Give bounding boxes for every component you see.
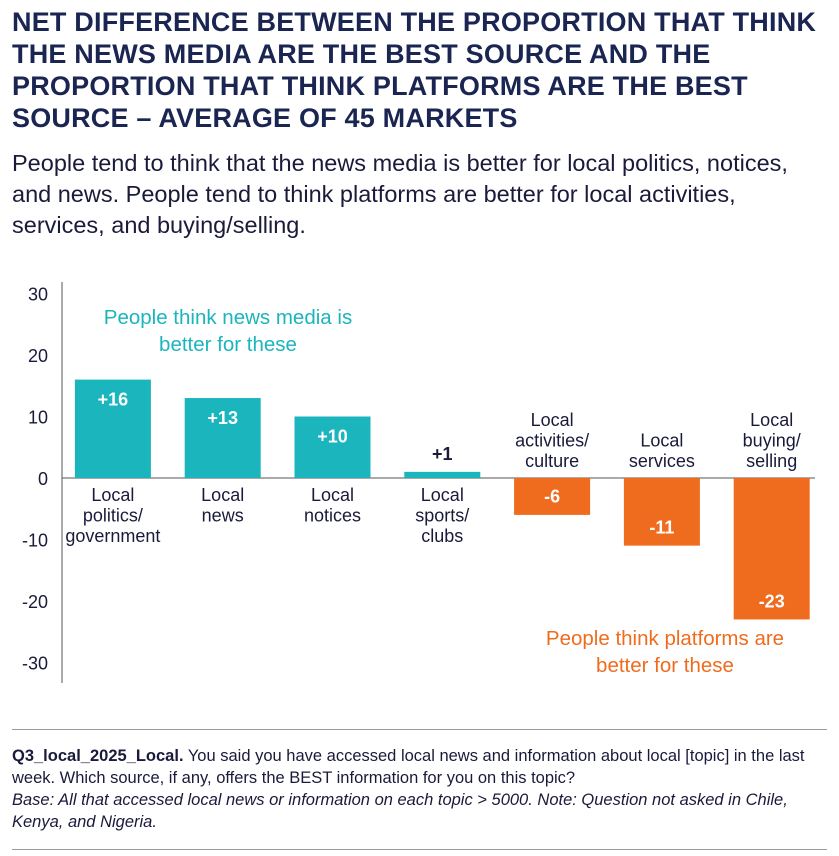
bar [74, 379, 151, 478]
annotation-positive: People think news media is [104, 306, 352, 329]
category-label: Local [421, 485, 464, 505]
question-text: You said you have accessed local news an… [12, 747, 805, 787]
category-label: government [65, 526, 160, 546]
category-label: Local [531, 410, 574, 430]
data-label: +10 [317, 427, 348, 447]
footer-top-divider [12, 729, 827, 730]
data-label: +1 [432, 444, 453, 464]
data-label: +13 [207, 408, 238, 428]
category-label: activities/ [515, 431, 589, 451]
category-label: Local [201, 485, 244, 505]
category-label: Local [750, 410, 793, 430]
y-tick-label: 0 [38, 469, 48, 489]
chart-subtitle: People tend to think that the news media… [12, 150, 788, 238]
bar [184, 398, 261, 478]
y-tick-label: 30 [28, 285, 48, 305]
annotation-positive: better for these [159, 333, 297, 356]
y-tick-label: -30 [22, 654, 48, 674]
footer-note: Q3_local_2025_Local. You said you have a… [12, 745, 827, 833]
category-label: politics/ [83, 506, 143, 526]
bar-chart: 3020100-10-20-30+16Localpolitics/governm… [22, 282, 815, 683]
footer-bottom-divider [12, 849, 827, 850]
base-note: Base: All that accessed local news or in… [12, 791, 788, 831]
bar [514, 478, 591, 515]
category-label: Local [91, 485, 134, 505]
y-tick-label: 10 [28, 408, 48, 428]
data-label: -23 [759, 591, 785, 611]
category-label: selling [746, 451, 797, 471]
y-tick-label: 20 [28, 346, 48, 366]
category-label: culture [525, 451, 579, 471]
category-label: services [629, 451, 695, 471]
question-id: Q3_local_2025_Local. [12, 747, 184, 765]
data-label: -6 [544, 486, 560, 506]
annotation-negative: People think platforms are [546, 627, 784, 650]
data-label: +16 [98, 390, 129, 410]
category-label: Local [640, 431, 683, 451]
chart-title: NET DIFFERENCE BETWEEN THE PROPORTION TH… [12, 7, 817, 133]
data-label: -11 [649, 518, 674, 538]
annotation-negative: better for these [596, 654, 734, 677]
y-tick-label: -10 [22, 531, 48, 551]
y-tick-label: -20 [22, 592, 48, 612]
bar [623, 478, 700, 546]
category-label: Local [311, 485, 354, 505]
category-label: buying/ [743, 431, 801, 451]
bar [733, 478, 810, 620]
bar [404, 471, 481, 478]
category-label: notices [304, 506, 361, 526]
bar [294, 416, 371, 478]
category-label: clubs [421, 526, 463, 546]
category-label: news [202, 506, 244, 526]
category-label: sports/ [415, 506, 469, 526]
